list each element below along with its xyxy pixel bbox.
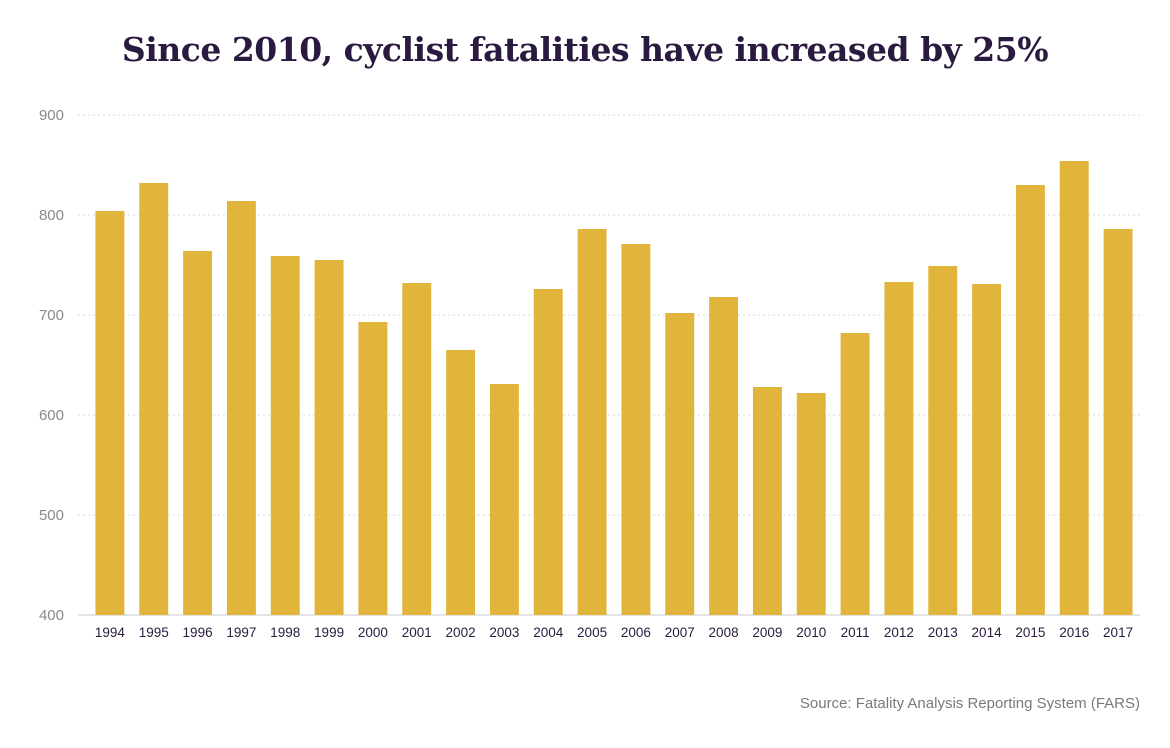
x-tick-label-2017: 2017 xyxy=(1103,625,1133,640)
x-tick-label-2015: 2015 xyxy=(1015,625,1045,640)
bar-2013 xyxy=(928,266,958,615)
y-tick-label-700: 700 xyxy=(39,307,64,324)
x-tick-label-2006: 2006 xyxy=(621,625,651,640)
bar-1996 xyxy=(183,251,213,615)
x-tick-label-2011: 2011 xyxy=(841,625,870,640)
x-tick-label-2005: 2005 xyxy=(577,625,607,640)
x-tick-label-2004: 2004 xyxy=(533,625,564,640)
x-tick-label-2016: 2016 xyxy=(1059,625,1089,640)
bar-2001 xyxy=(402,283,432,615)
bar-2002 xyxy=(446,350,476,615)
x-tick-label-1997: 1997 xyxy=(226,625,256,640)
chart-title: Since 2010, cyclist fatalities have incr… xyxy=(121,30,1049,69)
bar-1998 xyxy=(270,256,300,615)
x-tick-label-2014: 2014 xyxy=(972,625,1003,640)
y-tick-label-400: 400 xyxy=(39,607,64,624)
bar-2017 xyxy=(1103,229,1133,615)
x-tick-label-2002: 2002 xyxy=(446,625,476,640)
bar-2010 xyxy=(796,393,826,615)
bar-2015 xyxy=(1015,185,1045,615)
bar-1997 xyxy=(226,201,256,615)
bars xyxy=(95,161,1133,615)
x-tick-label-1996: 1996 xyxy=(183,625,213,640)
y-tick-label-800: 800 xyxy=(39,207,64,224)
x-tick-label-1994: 1994 xyxy=(95,625,126,640)
bar-2012 xyxy=(884,282,914,615)
x-tick-label-2013: 2013 xyxy=(928,625,958,640)
x-tick-label-2001: 2001 xyxy=(402,625,432,640)
x-tick-label-2012: 2012 xyxy=(884,625,914,640)
bar-2004 xyxy=(533,289,563,615)
y-tick-label-900: 900 xyxy=(39,107,64,124)
bar-2003 xyxy=(489,384,519,615)
x-tick-label-1999: 1999 xyxy=(314,625,344,640)
bar-1995 xyxy=(139,183,169,615)
x-tick-label-2003: 2003 xyxy=(489,625,519,640)
bar-2000 xyxy=(358,322,388,615)
x-tick-label-1995: 1995 xyxy=(139,625,169,640)
x-axis-ticks: 1994 1995 1996 1997 1998 1999 2000 2001 2002 2003… xyxy=(95,625,1133,640)
source-note: Source: Fatality Analysis Reporting Syst… xyxy=(799,695,1140,712)
x-tick-label-1998: 1998 xyxy=(270,625,300,640)
bar-2005 xyxy=(577,229,607,615)
bar-2006 xyxy=(621,244,651,615)
x-tick-label-2000: 2000 xyxy=(358,625,388,640)
x-tick-label-2009: 2009 xyxy=(752,625,782,640)
bar-2011 xyxy=(840,333,870,615)
bar-2009 xyxy=(752,387,782,615)
y-tick-label-600: 600 xyxy=(39,407,64,424)
bar-2007 xyxy=(665,313,695,615)
bar-1994 xyxy=(95,211,125,615)
y-axis-ticks: 400 500 600 700 800 900 xyxy=(39,107,64,624)
bar-2008 xyxy=(709,297,739,615)
y-tick-label-500: 500 xyxy=(39,507,64,524)
x-tick-label-2007: 2007 xyxy=(665,625,695,640)
x-tick-label-2010: 2010 xyxy=(796,625,826,640)
bar-1999 xyxy=(314,260,344,615)
x-tick-label-2008: 2008 xyxy=(709,625,739,640)
bar-2016 xyxy=(1059,161,1089,615)
bar-2014 xyxy=(972,284,1002,615)
